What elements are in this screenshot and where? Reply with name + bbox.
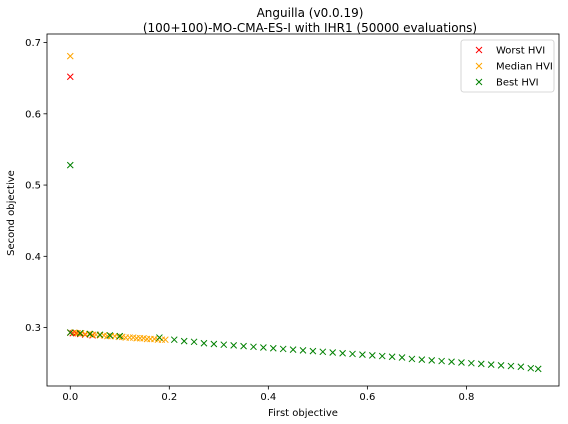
chart-subtitle: (100+100)-MO-CMA-ES-I with IHR1 (50000 e… (143, 21, 477, 35)
data-point (190, 338, 198, 346)
legend-entry: Median HVI (475, 62, 553, 73)
data-point (66, 161, 74, 169)
data-point (339, 349, 346, 357)
legend-marker (475, 46, 483, 54)
data-point (359, 351, 366, 359)
series-best-hvi (66, 161, 542, 373)
data-point (398, 354, 406, 361)
data-point (106, 332, 114, 339)
y-tick-label: 0.5 (25, 181, 41, 192)
data-point (116, 332, 124, 340)
data-point (329, 349, 337, 356)
y-tick-label: 0.6 (25, 109, 41, 120)
data-point (66, 329, 74, 336)
data-point (86, 330, 94, 338)
data-point (487, 361, 495, 368)
data-point (240, 342, 247, 350)
data-point (309, 347, 317, 355)
x-tick-label: 0.4 (260, 392, 276, 403)
plot-background (47, 34, 559, 386)
data-point (408, 355, 416, 363)
data-point (428, 356, 436, 364)
legend-label: Worst HVI (496, 46, 545, 57)
axes-frame (46, 33, 560, 387)
data-marks (66, 52, 542, 373)
data-point (497, 361, 505, 369)
data-point (388, 353, 396, 361)
data-point (319, 348, 327, 356)
data-point (66, 73, 74, 81)
data-point (180, 337, 188, 345)
data-point (349, 350, 356, 358)
data-point (517, 363, 525, 371)
data-point (210, 340, 218, 348)
data-point (418, 356, 426, 363)
data-point (170, 336, 178, 344)
data-point (368, 352, 376, 359)
data-point (161, 336, 169, 344)
data-point (438, 357, 445, 365)
y-tick-label: 0.7 (25, 38, 41, 49)
legend-box (460, 39, 555, 93)
y-axis-label: Second objective (6, 170, 17, 256)
data-point (66, 52, 74, 60)
y-tick-label: 0.3 (25, 323, 41, 334)
axes-border (46, 33, 560, 387)
data-point (260, 344, 267, 351)
data-point (468, 359, 475, 367)
data-point (250, 343, 257, 351)
legend-label: Median HVI (496, 62, 553, 73)
data-point (96, 331, 104, 339)
data-point (378, 352, 386, 360)
x-tick-label: 0.2 (161, 392, 177, 403)
data-point (448, 358, 455, 366)
axis-ticks: 0.0 0.2 0.4 0.6 0.8 0.3 0.4 0.5 0.6 0.7 (25, 38, 474, 403)
legend-entry: Best HVI (475, 78, 539, 89)
plot-area (47, 34, 559, 386)
data-point (527, 364, 535, 372)
x-tick-label: 0.8 (458, 392, 474, 403)
legend-marker (475, 78, 483, 86)
data-point (477, 360, 485, 368)
data-point (507, 362, 515, 370)
legend-marker (475, 62, 483, 70)
data-point (269, 344, 277, 352)
data-point (156, 334, 163, 341)
legend-entry: Worst HVI (475, 46, 545, 57)
data-point (458, 359, 465, 366)
data-point (220, 341, 228, 349)
y-tick-label: 0.4 (25, 252, 41, 263)
data-point (200, 339, 208, 347)
x-tick-label: 0.6 (359, 392, 375, 403)
legend: Worst HVI Median HVI Best HVI (460, 39, 555, 93)
legend-label: Best HVI (496, 78, 539, 89)
data-point (76, 329, 84, 337)
x-axis-label: First objective (268, 408, 338, 419)
chart-title: Anguilla (v0.0.19) (257, 6, 364, 20)
data-point (534, 365, 542, 373)
x-tick-label: 0.0 (62, 392, 78, 403)
data-point (279, 345, 287, 353)
data-point (289, 346, 297, 354)
data-point (230, 342, 238, 349)
data-point (299, 347, 307, 354)
